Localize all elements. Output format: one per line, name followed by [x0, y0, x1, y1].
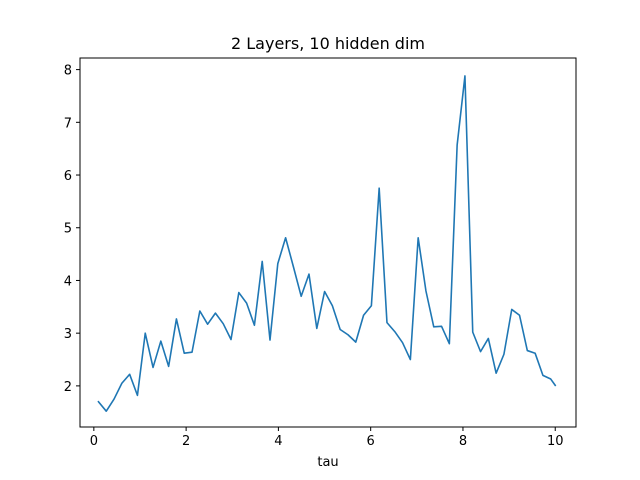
y-tick-label: 6	[64, 169, 72, 184]
series-line-1	[97, 75, 557, 412]
x-axis-label: tau	[317, 455, 338, 470]
chart-title: 2 Layers, 10 hidden dim	[231, 34, 425, 53]
y-tick-label: 8	[64, 64, 72, 79]
x-tick-label: 6	[367, 434, 375, 449]
x-tick-label: 10	[547, 434, 564, 449]
x-tick-label: 2	[182, 434, 190, 449]
y-tick-label: 2	[64, 380, 72, 395]
y-tick-label: 3	[64, 327, 72, 342]
x-tick-label: 4	[274, 434, 282, 449]
x-tick-label: 0	[90, 434, 98, 449]
axes-frame	[79, 57, 577, 428]
y-tick-label: 4	[64, 274, 72, 289]
x-tick-label: 8	[459, 434, 467, 449]
axes: 0 2 4 6 8 10 2 3 4 5 6 7 8	[64, 57, 577, 449]
y-tick-label: 7	[64, 116, 72, 131]
y-tick-label: 5	[64, 222, 72, 237]
plot-area	[97, 75, 557, 412]
